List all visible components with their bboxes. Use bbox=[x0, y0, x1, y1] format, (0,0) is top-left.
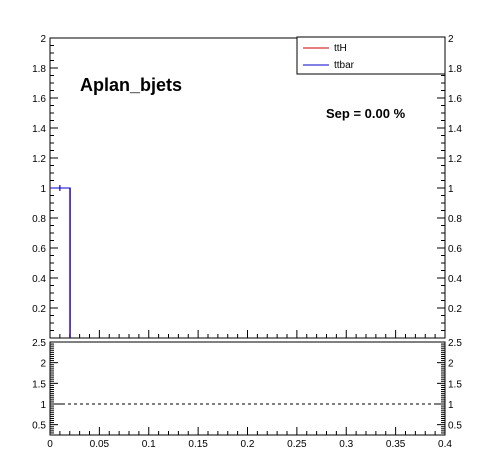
ratio-frame bbox=[49, 341, 446, 436]
y-tick-label-left: 1.4 bbox=[32, 124, 46, 135]
y-tick-label-right: 1 bbox=[448, 184, 454, 195]
ratio-y-tick-label-right: 0.5 bbox=[448, 421, 462, 432]
x-tick-label: 0.1 bbox=[142, 439, 156, 450]
legend: ttH ttbar bbox=[296, 36, 446, 75]
chart-title: Aplan_bjets bbox=[80, 75, 182, 95]
y-tick-label-left: 1 bbox=[40, 184, 46, 195]
y-tick-label-right: 0.2 bbox=[448, 304, 462, 315]
x-tick-label: 0.15 bbox=[188, 439, 208, 450]
ratio-y-tick-label-right: 2 bbox=[448, 359, 454, 370]
legend-box bbox=[296, 36, 446, 75]
y-tick-label-left: 0.2 bbox=[32, 304, 46, 315]
y-tick-label-right: 1.4 bbox=[448, 124, 462, 135]
y-tick-label-right: 0.6 bbox=[448, 244, 462, 255]
y-tick-label-left: 0.6 bbox=[32, 244, 46, 255]
ratio-y-tick-label-left: 2 bbox=[40, 359, 46, 370]
x-tick-label: 0.25 bbox=[287, 439, 307, 450]
x-tick-label: 0.4 bbox=[438, 439, 452, 450]
ratio-y-tick-label-right: 1.5 bbox=[448, 379, 462, 390]
overlay: Aplan_bjets Sep = 0.00 % bbox=[80, 75, 406, 121]
ratio-y-tick-label-right: 1 bbox=[448, 400, 454, 411]
y-tick-label-right: 0.8 bbox=[448, 214, 462, 225]
y-tick-label-left: 2 bbox=[40, 34, 46, 45]
legend-entry-ttbar: ttbar bbox=[334, 60, 355, 71]
separation-annotation: Sep = 0.00 % bbox=[326, 106, 406, 121]
histogram-ttbar bbox=[50, 187, 71, 338]
ratio-y-tick-label-left: 1.5 bbox=[32, 379, 46, 390]
y-tick-label-right: 0.4 bbox=[448, 274, 462, 285]
y-tick-label-left: 0.4 bbox=[32, 274, 46, 285]
y-tick-label-left: 0.8 bbox=[32, 214, 46, 225]
y-tick-label-right: 2 bbox=[448, 34, 454, 45]
x-tick-label: 0.35 bbox=[386, 439, 406, 450]
y-tick-label-left: 1.6 bbox=[32, 94, 46, 105]
y-tick-label-right: 1.6 bbox=[448, 94, 462, 105]
x-tick-label: 0 bbox=[47, 439, 53, 450]
y-tick-label-right: 1.2 bbox=[448, 154, 462, 165]
x-tick-label: 0.05 bbox=[90, 439, 110, 450]
main-panel: 0.2 0.2 0.4 0.4 0.6 0.6 0.8 0.8 1 1 1.2 1.2 1.4 1.4 1.… bbox=[32, 34, 462, 339]
x-tick-label: 0.2 bbox=[241, 439, 255, 450]
y-tick-label-left: 1.8 bbox=[32, 64, 46, 75]
y-tick-label-right: 1.8 bbox=[448, 64, 462, 75]
ratio-y-tick-label-left: 1 bbox=[40, 400, 46, 411]
legend-entry-tth: ttH bbox=[334, 43, 347, 54]
y-tick-label-left: 1.2 bbox=[32, 154, 46, 165]
ratio-y-tick-label-right: 2.5 bbox=[448, 338, 462, 349]
ratio-y-tick-label-left: 0.5 bbox=[32, 421, 46, 432]
ratio-y-tick-label-left: 2.5 bbox=[32, 338, 46, 349]
x-tick-label: 0.3 bbox=[339, 439, 353, 450]
ratio-panel: 0 0.05 0.1 0.15 0.2 0.25 0.3 0.35 0.4 0.5 0.5 1 1 1.5… bbox=[32, 338, 462, 450]
